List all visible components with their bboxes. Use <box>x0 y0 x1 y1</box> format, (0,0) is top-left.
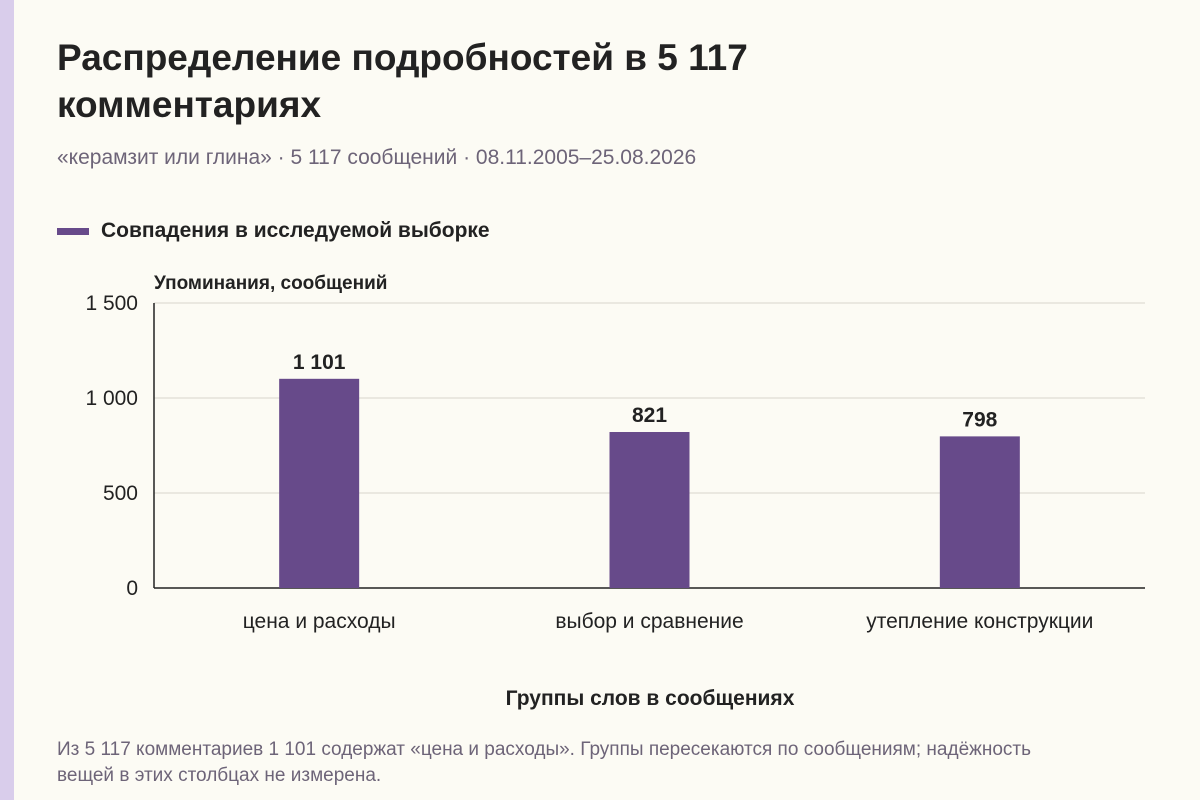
y-tick-label: 0 <box>126 577 138 600</box>
chart-title: Распределение подробностей в 5 117 комме… <box>57 37 748 125</box>
y-tick-label: 1 500 <box>85 292 138 315</box>
legend-swatch <box>57 227 89 235</box>
bar <box>609 432 690 588</box>
x-axis-label: Группы слов в сообщениях <box>505 687 795 710</box>
y-tick-label: 1 000 <box>85 387 138 410</box>
accent-stripe <box>0 0 14 800</box>
footnote: Из 5 117 комментариев 1 101 содержат «це… <box>57 739 1032 786</box>
chart-subtitle: «керамзит или глина» · 5 117 сообщений ·… <box>57 146 697 169</box>
bar-chart: 0 500 1 000 1 500 1 101 цена и расходы 821 выбо… <box>85 292 1145 633</box>
bar-value-label: 1 101 <box>293 351 346 374</box>
bar <box>279 378 360 588</box>
legend-label: Совпадения в исследуемой выборке <box>101 219 490 242</box>
y-tick-label: 500 <box>103 482 138 505</box>
x-tick-label: цена и расходы <box>243 610 396 633</box>
bar <box>939 436 1020 588</box>
x-tick-label: утепление конструкции <box>866 610 1093 633</box>
y-axis-label: Упоминания, сообщений <box>154 273 388 294</box>
x-tick-label: выбор и сравнение <box>555 610 743 633</box>
bar-value-label: 798 <box>962 408 997 431</box>
bar-value-label: 821 <box>632 404 667 427</box>
legend: Совпадения в исследуемой выборке <box>57 219 490 243</box>
